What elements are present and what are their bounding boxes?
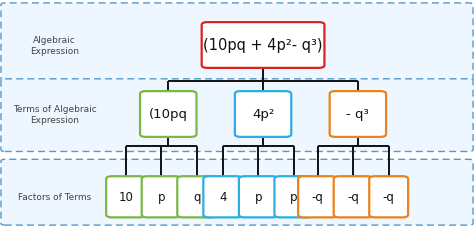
Text: Factors of Terms: Factors of Terms xyxy=(18,192,91,202)
FancyBboxPatch shape xyxy=(177,176,216,218)
Text: q: q xyxy=(193,191,201,203)
FancyBboxPatch shape xyxy=(1,160,473,225)
Text: p: p xyxy=(157,191,165,203)
FancyBboxPatch shape xyxy=(1,4,473,81)
FancyBboxPatch shape xyxy=(334,176,373,218)
FancyBboxPatch shape xyxy=(140,92,196,137)
FancyBboxPatch shape xyxy=(202,23,324,69)
Text: -q: -q xyxy=(383,191,395,203)
FancyBboxPatch shape xyxy=(203,176,242,218)
FancyBboxPatch shape xyxy=(330,92,386,137)
FancyBboxPatch shape xyxy=(274,176,313,218)
Text: p: p xyxy=(255,191,262,203)
FancyBboxPatch shape xyxy=(298,176,337,218)
Text: - q³: - q³ xyxy=(346,108,369,121)
Text: -q: -q xyxy=(311,191,324,203)
FancyBboxPatch shape xyxy=(239,176,278,218)
Text: Algebraic
Expression: Algebraic Expression xyxy=(30,36,79,55)
Text: 10: 10 xyxy=(118,191,133,203)
Text: (10pq: (10pq xyxy=(149,108,188,121)
FancyBboxPatch shape xyxy=(106,176,145,218)
Text: 4p²: 4p² xyxy=(252,108,274,121)
FancyBboxPatch shape xyxy=(235,92,291,137)
Text: p: p xyxy=(290,191,298,203)
Text: 4: 4 xyxy=(219,191,227,203)
FancyBboxPatch shape xyxy=(369,176,408,218)
FancyBboxPatch shape xyxy=(142,176,181,218)
Text: (10pq + 4p²- q³): (10pq + 4p²- q³) xyxy=(203,38,323,53)
FancyBboxPatch shape xyxy=(1,79,473,152)
Text: -q: -q xyxy=(347,191,359,203)
Text: Terms of Algebraic
Expression: Terms of Algebraic Expression xyxy=(13,105,96,124)
